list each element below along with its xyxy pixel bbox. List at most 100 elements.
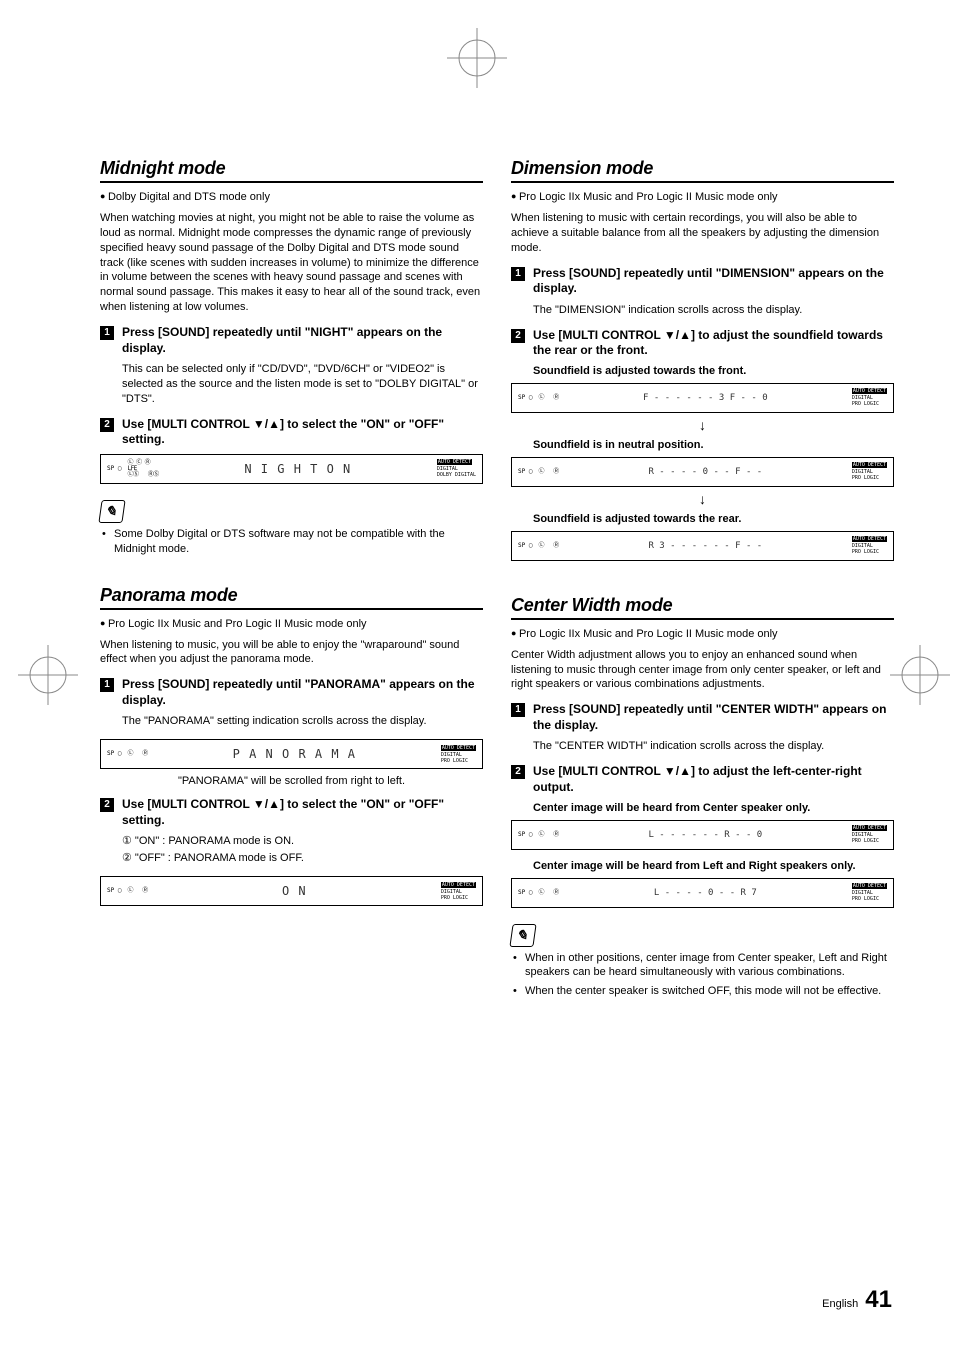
midnight-step1-title: Press [SOUND] repeatedly until "NIGHT" a… <box>122 325 483 356</box>
midnight-step1-body: This can be selected only if "CD/DVD", "… <box>122 362 483 407</box>
step-number-icon: 1 <box>511 267 525 281</box>
left-column: Midnight mode Dolby Digital and DTS mode… <box>100 158 483 1290</box>
midnight-step2-title: Use [MULTI CONTROL ▼/▲] to select the "O… <box>122 417 483 448</box>
display-right-indicators: AUTO DETECT DIGITAL PRO LOGIC <box>852 462 887 481</box>
display-right-indicators: AUTO DETECT DIGITAL PRO LOGIC <box>441 882 476 901</box>
display-segment: L - - - - 0 - - R 7 <box>565 888 846 898</box>
dimension-sub-front: Soundfield is adjusted towards the front… <box>533 365 894 377</box>
panorama-restriction: Pro Logic IIx Music and Pro Logic II Mus… <box>100 618 483 630</box>
display-sp-icon: SP ▢ <box>107 751 121 757</box>
crop-mark-left <box>18 645 78 705</box>
centerwidth-sub-lr: Center image will be heard from Left and… <box>533 860 894 872</box>
centerwidth-step1-body: The "CENTER WIDTH" indication scrolls ac… <box>533 739 894 754</box>
page-number: English 41 <box>822 1286 892 1314</box>
dimension-restriction: Pro Logic IIx Music and Pro Logic II Mus… <box>511 191 894 203</box>
centerwidth-step2-title: Use [MULTI CONTROL ▼/▲] to adjust the le… <box>533 764 894 795</box>
dimension-step1-body: The "DIMENSION" indication scrolls acros… <box>533 303 894 318</box>
display-right-indicators: AUTO DETECT DIGITAL DOLBY DIGITAL <box>437 459 476 478</box>
panorama-step1-title: Press [SOUND] repeatedly until "PANORAMA… <box>122 677 483 708</box>
display-speaker-grid: Ⓛ Ⓡ <box>538 832 558 838</box>
display-speaker-grid: Ⓛ Ⓡ <box>538 395 558 401</box>
page-num-value: 41 <box>865 1286 892 1313</box>
dimension-title: Dimension mode <box>511 158 894 183</box>
step-number-icon: 1 <box>100 326 114 340</box>
midnight-restriction: Dolby Digital and DTS mode only <box>100 191 483 203</box>
midnight-intro: When watching movies at night, you might… <box>100 211 483 315</box>
display-sp-icon: SP ▢ <box>518 395 532 401</box>
step-number-icon: 1 <box>100 678 114 692</box>
centerwidth-step2: 2 Use [MULTI CONTROL ▼/▲] to adjust the … <box>511 764 894 795</box>
display-segment: R 3 - - - - - - F - - <box>565 541 846 551</box>
panorama-step2-title: Use [MULTI CONTROL ▼/▲] to select the "O… <box>122 797 483 828</box>
centerwidth-display-lr: SP ▢ Ⓛ Ⓡ L - - - - 0 - - R 7 AUTO DETECT… <box>511 878 894 908</box>
dimension-display-neutral: SP ▢ Ⓛ Ⓡ R - - - - 0 - - F - - AUTO DETE… <box>511 457 894 487</box>
note-icon: ✎ <box>509 924 536 947</box>
centerwidth-title: Center Width mode <box>511 595 894 620</box>
display-sp-icon: SP ▢ <box>107 888 121 894</box>
panorama-opt2: ② "OFF" : PANORAMA mode is OFF. <box>122 851 483 866</box>
dimension-display-front: SP ▢ Ⓛ Ⓡ F - - - - - - 3 F - - 0 AUTO DE… <box>511 383 894 413</box>
right-column: Dimension mode Pro Logic IIx Music and P… <box>511 158 894 1290</box>
centerwidth-step1: 1 Press [SOUND] repeatedly until "CENTER… <box>511 702 894 733</box>
centerwidth-note1: When in other positions, center image fr… <box>525 951 894 981</box>
display-speaker-grid: Ⓛ Ⓡ <box>538 469 558 475</box>
display-segment: L - - - - - - R - - 0 <box>565 830 846 840</box>
display-speaker-grid: Ⓛ Ⓡ <box>127 888 147 894</box>
display-segment: N I G H T O N <box>165 462 431 476</box>
panorama-display1: SP ▢ Ⓛ Ⓡ P A N O R A M A AUTO DETECT DIG… <box>100 739 483 769</box>
panorama-step1: 1 Press [SOUND] repeatedly until "PANORA… <box>100 677 483 708</box>
step-number-icon: 2 <box>100 798 114 812</box>
midnight-notes: Some Dolby Digital or DTS software may n… <box>114 527 483 557</box>
centerwidth-intro: Center Width adjustment allows you to en… <box>511 648 894 693</box>
centerwidth-sub-center: Center image will be heard from Center s… <box>533 802 894 814</box>
display-sp-icon: SP ▢ <box>107 466 121 472</box>
panorama-step1-body: The "PANORAMA" setting indication scroll… <box>122 714 483 729</box>
dimension-sub-neutral: Soundfield is in neutral position. <box>533 439 894 451</box>
panorama-step2: 2 Use [MULTI CONTROL ▼/▲] to select the … <box>100 797 483 828</box>
step-number-icon: 1 <box>511 703 525 717</box>
panorama-intro: When listening to music, you will be abl… <box>100 638 483 668</box>
display-speaker-grid: Ⓛ Ⓡ <box>538 543 558 549</box>
display-segment: R - - - - 0 - - F - - <box>565 467 846 477</box>
dimension-sub-rear: Soundfield is adjusted towards the rear. <box>533 513 894 525</box>
midnight-title: Midnight mode <box>100 158 483 183</box>
centerwidth-notes: When in other positions, center image fr… <box>525 951 894 1000</box>
note-icon: ✎ <box>98 500 125 523</box>
dimension-step1-title: Press [SOUND] repeatedly until "DIMENSIO… <box>533 266 894 297</box>
dimension-step2: 2 Use [MULTI CONTROL ▼/▲] to adjust the … <box>511 328 894 359</box>
panorama-title: Panorama mode <box>100 585 483 610</box>
midnight-step1: 1 Press [SOUND] repeatedly until "NIGHT"… <box>100 325 483 356</box>
display-right-indicators: AUTO DETECT DIGITAL PRO LOGIC <box>441 745 476 764</box>
display-right-indicators: AUTO DETECT DIGITAL PRO LOGIC <box>852 388 887 407</box>
dimension-step1: 1 Press [SOUND] repeatedly until "DIMENS… <box>511 266 894 297</box>
display-speaker-grid: Ⓛ Ⓡ <box>127 751 147 757</box>
page-lang: English <box>822 1298 858 1310</box>
step-number-icon: 2 <box>100 418 114 432</box>
step-number-icon: 2 <box>511 329 525 343</box>
display-sp-icon: SP ▢ <box>518 543 532 549</box>
centerwidth-note2: When the center speaker is switched OFF,… <box>525 984 894 999</box>
panorama-scroll-caption: "PANORAMA" will be scrolled from right t… <box>100 775 483 787</box>
display-right-indicators: AUTO DETECT DIGITAL PRO LOGIC <box>852 536 887 555</box>
dimension-display-rear: SP ▢ Ⓛ Ⓡ R 3 - - - - - - F - - AUTO DETE… <box>511 531 894 561</box>
display-segment: F - - - - - - 3 F - - 0 <box>565 393 846 403</box>
display-speaker-grid: Ⓛ Ⓒ ⓇLFEⓁⓈ ⓇⓈ <box>127 460 158 478</box>
centerwidth-restriction: Pro Logic IIx Music and Pro Logic II Mus… <box>511 628 894 640</box>
display-sp-icon: SP ▢ <box>518 832 532 838</box>
step-number-icon: 2 <box>511 765 525 779</box>
display-right-indicators: AUTO DETECT DIGITAL PRO LOGIC <box>852 825 887 844</box>
dimension-step2-title: Use [MULTI CONTROL ▼/▲] to adjust the so… <box>533 328 894 359</box>
midnight-step2: 2 Use [MULTI CONTROL ▼/▲] to select the … <box>100 417 483 448</box>
display-right-indicators: AUTO DETECT DIGITAL PRO LOGIC <box>852 883 887 902</box>
display-speaker-grid: Ⓛ Ⓡ <box>538 890 558 896</box>
centerwidth-step1-title: Press [SOUND] repeatedly until "CENTER W… <box>533 702 894 733</box>
midnight-note1: Some Dolby Digital or DTS software may n… <box>114 527 483 557</box>
centerwidth-display-center: SP ▢ Ⓛ Ⓡ L - - - - - - R - - 0 AUTO DETE… <box>511 820 894 850</box>
display-sp-icon: SP ▢ <box>518 890 532 896</box>
arrow-down-icon: ↓ <box>511 491 894 507</box>
crop-mark-right <box>890 645 950 705</box>
panorama-display2: SP ▢ Ⓛ Ⓡ O N AUTO DETECT DIGITAL PRO LOG… <box>100 876 483 906</box>
display-sp-icon: SP ▢ <box>518 469 532 475</box>
display-segment: P A N O R A M A <box>154 747 435 761</box>
display-segment: O N <box>154 884 435 898</box>
